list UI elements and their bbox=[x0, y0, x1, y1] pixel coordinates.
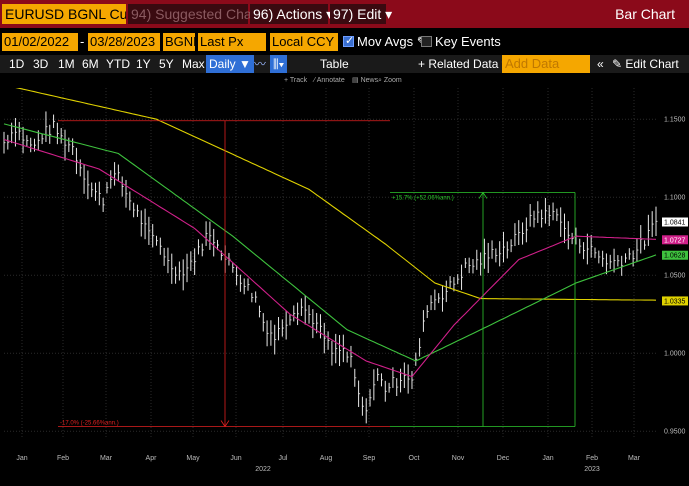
rise-label: +15.7% (+52.06%ann.) bbox=[392, 196, 454, 202]
x-tick-label: Jun bbox=[230, 455, 241, 462]
x-tick-label: Oct bbox=[409, 455, 420, 462]
period-6m[interactable]: 6M bbox=[82, 57, 99, 71]
rise-arrow bbox=[478, 191, 488, 199]
title-bar: EURUSD BGNL Curnc 94) Suggested Charts 9… bbox=[0, 0, 689, 28]
zoom-tool[interactable]: ⌕ Zoom bbox=[378, 77, 402, 84]
bar-type-icon[interactable]: ⫼▾ bbox=[270, 55, 288, 73]
y-tick-label: 0.9500 bbox=[664, 429, 686, 436]
date-separator: - bbox=[80, 34, 85, 49]
y-tick-label: 1.1000 bbox=[664, 195, 686, 202]
decline-label: -17.0% (-25.66%ann.) bbox=[60, 421, 119, 427]
x-tick-label: Feb bbox=[586, 455, 598, 462]
edit-menu[interactable]: 97) Edit ▾ bbox=[330, 4, 392, 24]
x-tick-label: Jul bbox=[279, 455, 288, 462]
y-tick-label: 1.0000 bbox=[664, 351, 686, 358]
price-field[interactable]: Last Px bbox=[198, 33, 266, 51]
actions-menu[interactable]: 96) Actions ▾ bbox=[250, 4, 333, 24]
frequency-dropdown[interactable]: Daily ▼ bbox=[206, 55, 254, 73]
last-value-tag-text: 1.0727 bbox=[664, 237, 686, 244]
ticker-field[interactable]: EURUSD BGNL Curnc bbox=[2, 4, 126, 24]
track-tool[interactable]: + Track bbox=[284, 77, 308, 84]
price-bars bbox=[3, 111, 658, 424]
year-label: 2022 bbox=[255, 466, 271, 473]
period-1d[interactable]: 1D bbox=[9, 57, 25, 71]
y-tick-label: 1.0500 bbox=[664, 273, 686, 280]
period-max[interactable]: Max bbox=[182, 57, 205, 71]
mov-avgs-checkbox[interactable] bbox=[343, 34, 354, 47]
toolbar: 1D 3D 1M 6M YTD 1Y 5Y Max Daily ▼ 〰 ⫼▾ T… bbox=[0, 55, 689, 73]
x-tick-label: Apr bbox=[146, 455, 158, 462]
collapse-icon[interactable]: « bbox=[597, 57, 604, 71]
start-date-field[interactable]: 01/02/2022 bbox=[2, 33, 78, 51]
last-value-tag bbox=[662, 235, 688, 245]
period-1y[interactable]: 1Y bbox=[136, 57, 151, 71]
last-value-tag-text: 1.0841 bbox=[664, 220, 686, 227]
x-tick-label: Jan bbox=[542, 455, 553, 462]
last-value-tag bbox=[662, 217, 688, 227]
x-tick-label: May bbox=[186, 455, 200, 462]
x-tick-label: Nov bbox=[452, 455, 465, 462]
table-button[interactable]: Table bbox=[320, 57, 349, 71]
parameter-row: 01/02/2022 - 03/28/2023 BGNL Last Px Loc… bbox=[0, 33, 689, 53]
x-tick-label: Mar bbox=[100, 455, 113, 462]
last-value-tag bbox=[662, 250, 688, 260]
x-tick-label: Sep bbox=[363, 455, 376, 462]
mov-avgs-label: Mov Avgs ✎ bbox=[357, 33, 428, 51]
last-value-tag-text: 1.0628 bbox=[664, 253, 686, 260]
x-tick-label: Feb bbox=[57, 455, 69, 462]
moving-average-pink bbox=[3, 138, 657, 378]
period-5y[interactable]: 5Y bbox=[159, 57, 174, 71]
last-value-tag-text: 1.0335 bbox=[664, 298, 686, 305]
moving-average-green bbox=[3, 123, 657, 362]
period-1m[interactable]: 1M bbox=[58, 57, 75, 71]
news-tool[interactable]: ▤ News bbox=[352, 77, 379, 84]
last-value-tag bbox=[662, 296, 688, 306]
x-tick-label: Dec bbox=[497, 455, 510, 462]
x-tick-label: Mar bbox=[628, 455, 641, 462]
source-field[interactable]: BGNL bbox=[163, 33, 195, 51]
chart-tools: + Track ⁄ Annotate ▤ News ⌕ Zoom bbox=[0, 75, 689, 87]
y-tick-label: 1.1500 bbox=[664, 117, 686, 124]
add-data-input[interactable]: Add Data bbox=[502, 55, 590, 73]
period-3d[interactable]: 3D bbox=[33, 57, 49, 71]
key-events-checkbox[interactable] bbox=[421, 36, 432, 47]
period-ytd[interactable]: YTD bbox=[106, 57, 130, 71]
year-label: 2023 bbox=[584, 466, 600, 473]
end-date-field[interactable]: 03/28/2023 bbox=[88, 33, 160, 51]
key-events-label: Key Events bbox=[435, 34, 501, 49]
x-tick-label: Jan bbox=[16, 455, 27, 462]
pencil-icon: ✎ bbox=[612, 57, 623, 71]
x-tick-label: Aug bbox=[320, 455, 333, 462]
suggested-charts-menu[interactable]: 94) Suggested Charts bbox=[128, 4, 267, 24]
moving-average-yellow bbox=[15, 88, 657, 301]
price-chart[interactable]: -17.0% (-25.66%ann.) +15.7% (+52.06%ann.)… bbox=[0, 88, 689, 486]
decline-arrow bbox=[220, 420, 230, 428]
related-data-button[interactable]: + Related Data ▾ bbox=[418, 57, 508, 71]
line-chart-icon[interactable]: 〰 bbox=[254, 57, 267, 71]
annotate-tool[interactable]: ⁄ Annotate bbox=[314, 77, 345, 84]
page-title: Bar Chart bbox=[615, 6, 675, 22]
edit-chart-button[interactable]: ✎ Edit Chart bbox=[612, 57, 679, 71]
currency-field[interactable]: Local CCY bbox=[270, 33, 338, 51]
